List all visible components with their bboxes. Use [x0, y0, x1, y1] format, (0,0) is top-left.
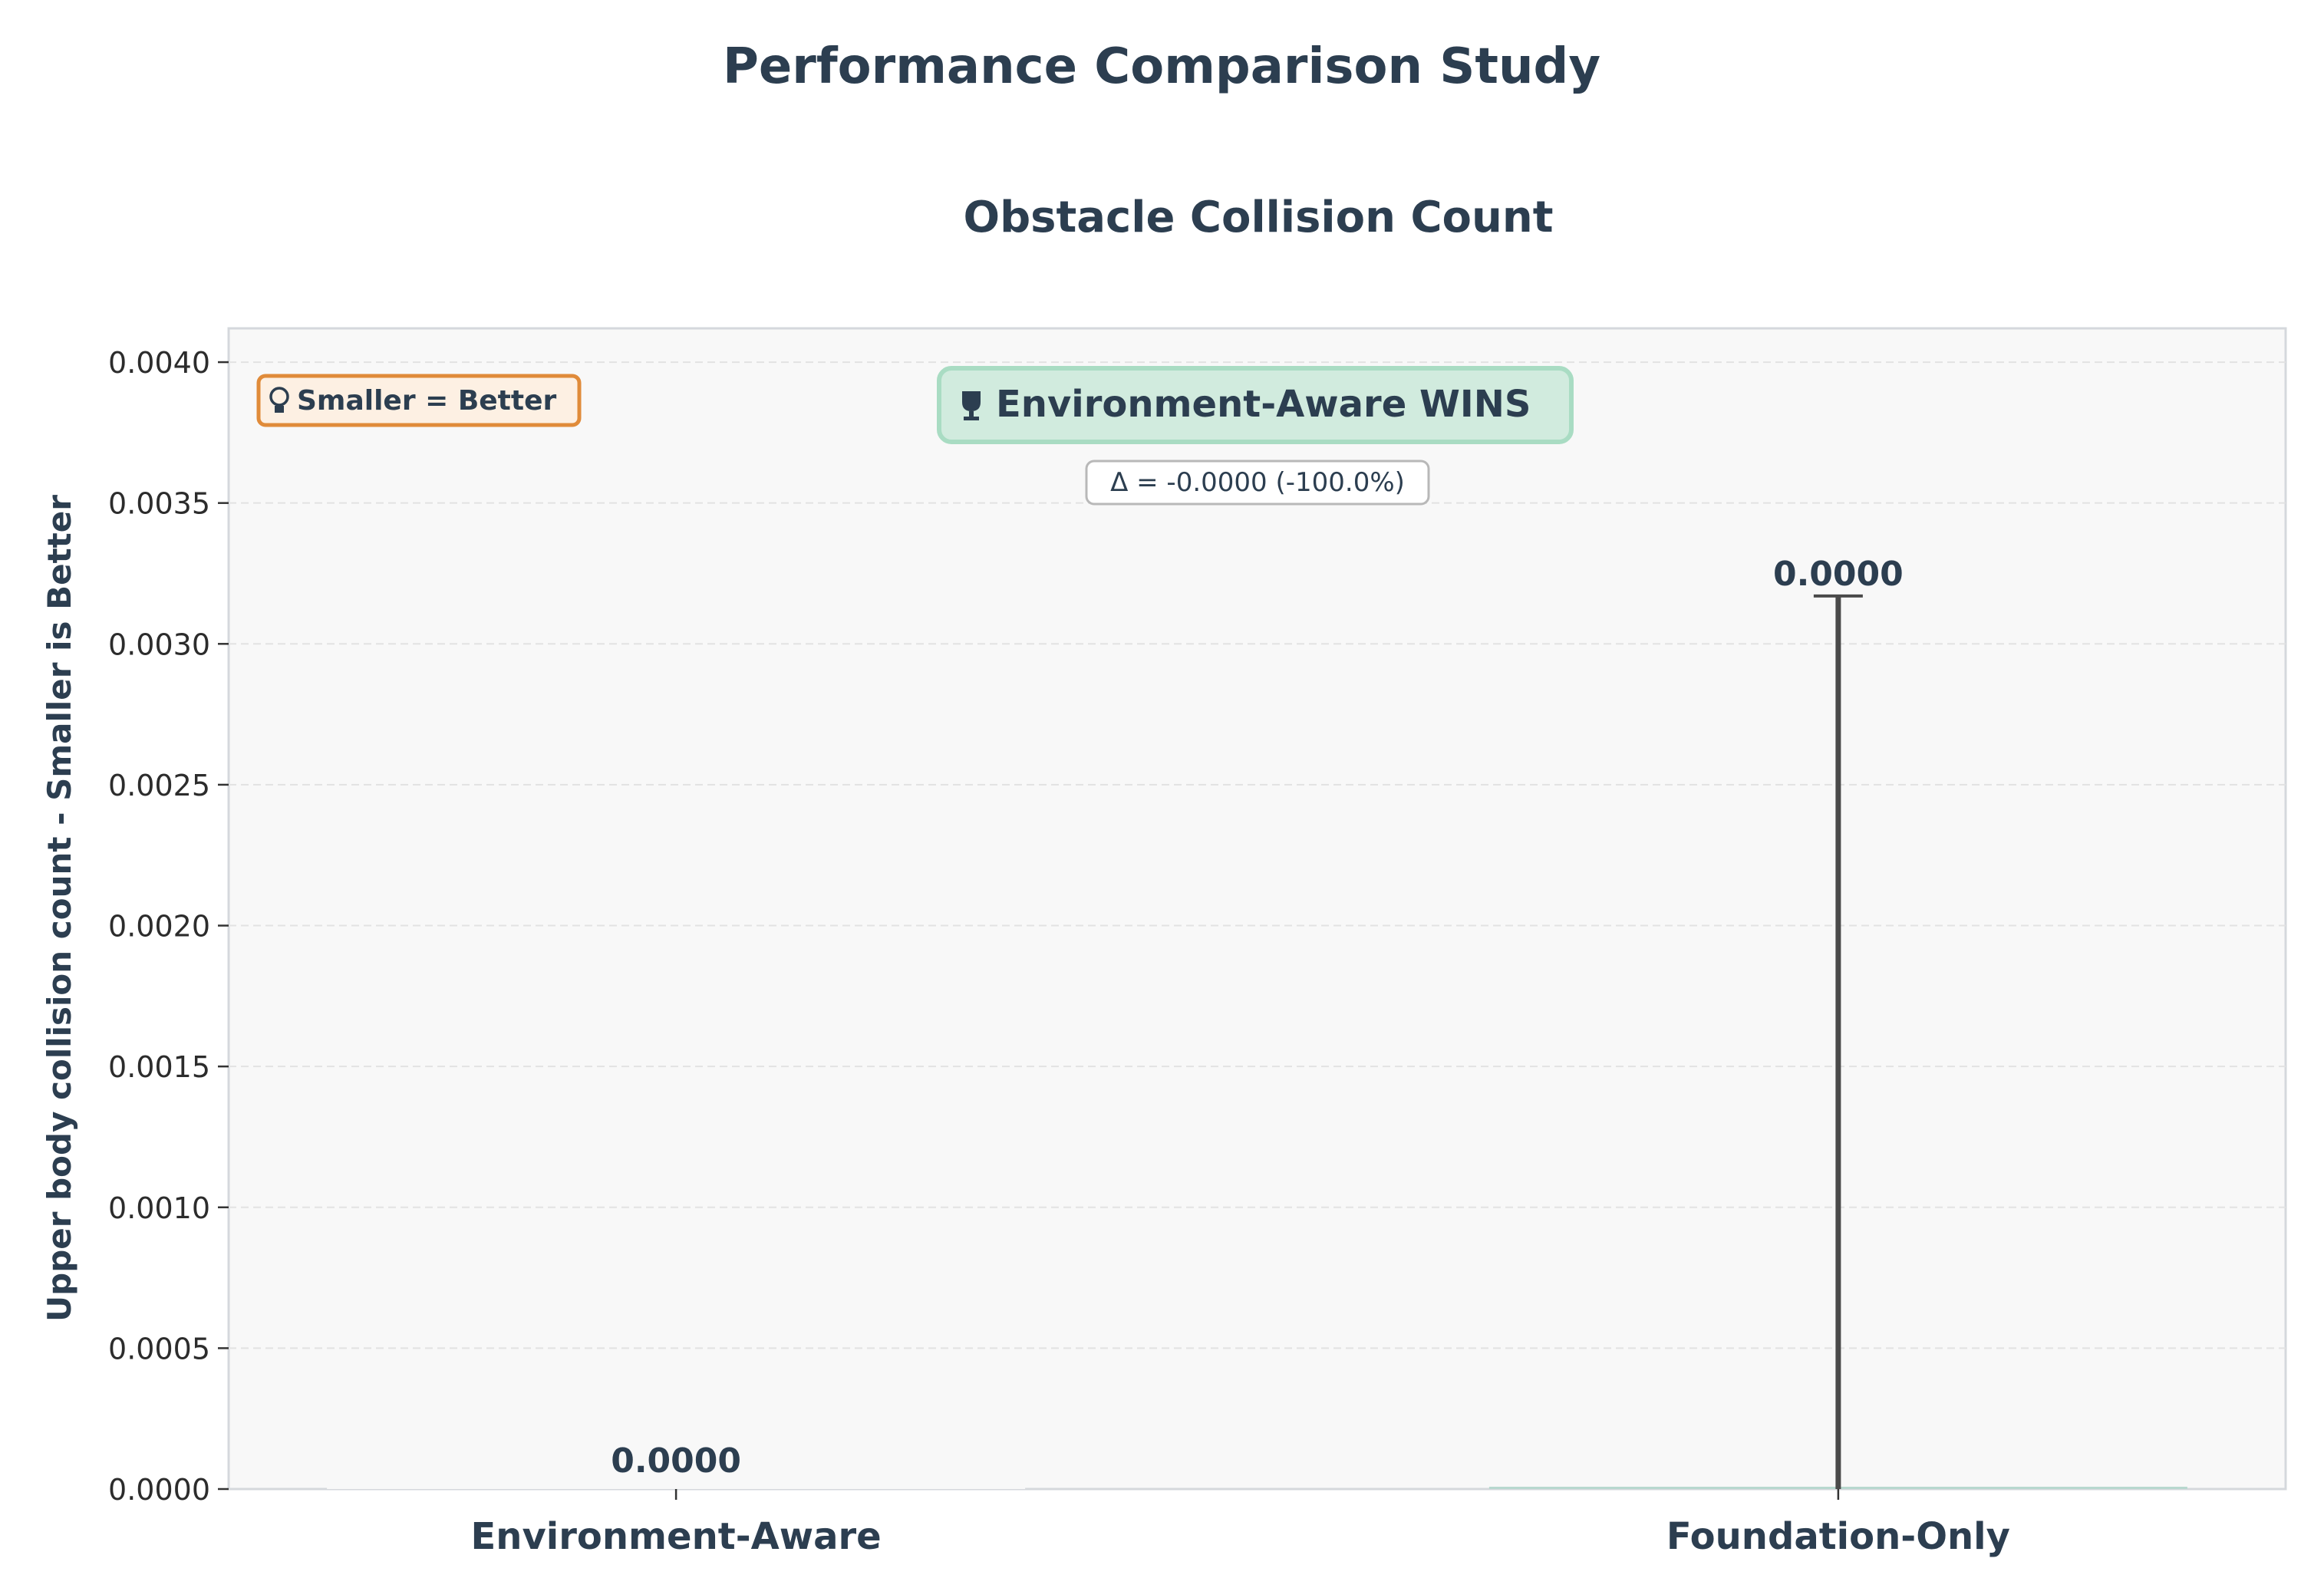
x-axis-ticks: Environment-Aware Foundation-Only: [470, 1489, 2010, 1558]
bar-environment-aware: [327, 1487, 1026, 1489]
y-tick-label: 0.0020: [108, 910, 210, 944]
chart-title: Obstacle Collision Count: [963, 193, 1553, 242]
y-axis-label: Upper body collision count - Smaller is …: [41, 495, 78, 1322]
hint-text: Smaller = Better: [297, 385, 557, 417]
y-tick-label: 0.0040: [108, 346, 210, 380]
value-label: 0.0000: [611, 1441, 741, 1481]
value-labels: 0.0000 0.0000: [611, 555, 1904, 1481]
winner-text: Environment-Aware WINS: [996, 383, 1531, 426]
error-bars: [1813, 594, 1863, 1489]
y-tick-label: 0.0000: [108, 1473, 210, 1507]
delta-text: Δ = -0.0000 (-100.0%): [1110, 467, 1405, 498]
y-tick-label: 0.0030: [108, 628, 210, 661]
lightbulb-icon: [269, 387, 289, 413]
x-tick-label: Environment-Aware: [470, 1515, 881, 1558]
plot-area: [227, 327, 2287, 1491]
x-tick-label: Foundation-Only: [1666, 1515, 2010, 1558]
y-tick-label: 0.0015: [108, 1050, 210, 1084]
suptitle: Performance Comparison Study: [723, 38, 1600, 95]
y-tick-label: 0.0010: [108, 1191, 210, 1225]
y-tick-label: 0.0025: [108, 769, 210, 802]
value-label: 0.0000: [1773, 555, 1904, 594]
hint-badge: Smaller = Better: [256, 374, 582, 427]
trophy-icon: [962, 391, 981, 420]
y-axis-ticks: 0.0000 0.0005 0.0010 0.0015 0.0020 0.0025 0.00…: [108, 346, 229, 1507]
delta-badge: Δ = -0.0000 (-100.0%): [1085, 460, 1430, 506]
y-tick-label: 0.0005: [108, 1332, 210, 1366]
winner-badge: Environment-Aware WINS: [937, 366, 1574, 444]
y-tick-label: 0.0035: [108, 487, 210, 521]
